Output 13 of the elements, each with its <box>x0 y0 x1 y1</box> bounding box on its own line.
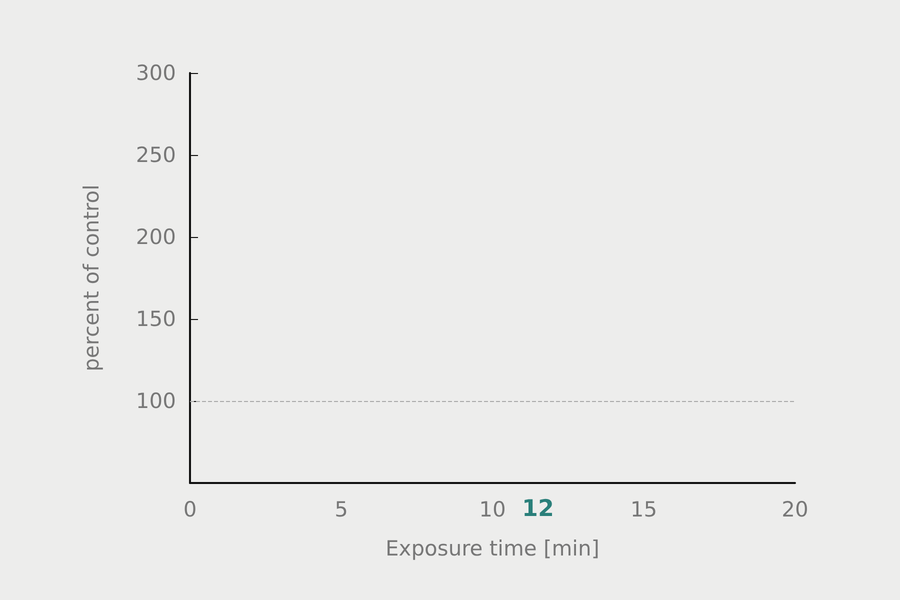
x-tick-label: 20 <box>782 498 808 522</box>
x-tick-label: 15 <box>630 498 658 522</box>
y-tick-label: 200 <box>136 225 176 249</box>
y-axis-title: percent of control <box>80 184 104 372</box>
y-tick-label: 250 <box>136 143 176 167</box>
x-tick-label: 10 <box>479 498 506 522</box>
x-tick-label: 5 <box>334 498 348 522</box>
x-tick-label: 0 <box>183 498 197 522</box>
text: 12 <box>522 496 554 522</box>
y-tick-label: 300 <box>136 61 176 85</box>
x-axis-title: Exposure time [min] <box>386 536 600 560</box>
y-tick-label: 100 <box>136 389 176 413</box>
y-tick-label: 150 <box>136 307 176 331</box>
